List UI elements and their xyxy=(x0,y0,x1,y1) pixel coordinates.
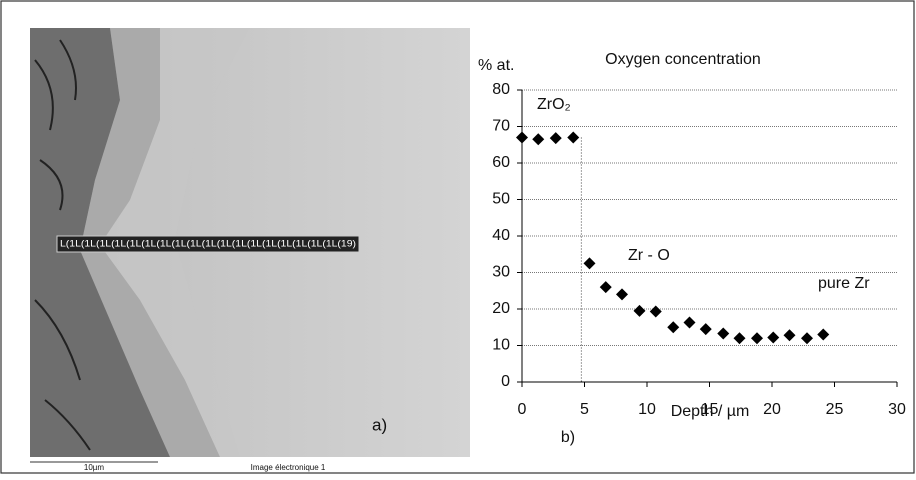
marker xyxy=(667,321,680,334)
y-tick-label: 0 xyxy=(501,373,510,390)
marker xyxy=(783,329,796,342)
micrograph: L(1L(1L(1L(1L(1L(1L(1L(1L(1L(1L(1L(1L(1L… xyxy=(30,28,470,472)
marker xyxy=(516,131,528,144)
y-tick-label: 60 xyxy=(492,154,510,171)
y-tick-label: 80 xyxy=(492,81,510,98)
scan-line xyxy=(56,235,360,253)
y-tick-label: 30 xyxy=(492,264,510,281)
x-tick-label: 15 xyxy=(701,401,719,418)
caption: Image électronique 1 xyxy=(251,463,326,472)
panel-label: b) xyxy=(561,429,575,446)
x-tick-label: 30 xyxy=(888,401,906,418)
scale-bar-label: 10µm xyxy=(84,463,105,472)
marker xyxy=(717,327,730,340)
marker xyxy=(633,304,646,317)
marker xyxy=(599,281,612,294)
x-tick-label: 5 xyxy=(580,401,589,418)
x-axis-label: Depth / µm xyxy=(671,403,750,420)
marker xyxy=(549,132,562,145)
y-tick-label: 50 xyxy=(492,191,510,208)
x-tick-label: 20 xyxy=(763,401,781,418)
marker xyxy=(699,323,712,336)
marker xyxy=(733,332,746,345)
y-tick-label: 70 xyxy=(492,118,510,135)
y-tick-label: 20 xyxy=(492,300,510,317)
marker xyxy=(567,131,580,144)
oxide-layer xyxy=(80,28,220,457)
y-tick-label: 10 xyxy=(492,337,510,354)
chart-title: Oxygen concentration xyxy=(605,51,761,68)
marker xyxy=(649,305,662,318)
marker xyxy=(616,288,628,301)
y-axis-label: % at. xyxy=(478,57,514,74)
marker xyxy=(751,332,763,345)
annotation: pure Zr xyxy=(818,275,870,292)
marker xyxy=(801,332,813,345)
cracks xyxy=(34,39,91,451)
dark-region xyxy=(30,28,170,457)
annotation: Zr - O xyxy=(628,247,670,264)
annotation: ZrO₂ xyxy=(537,96,571,113)
y-tick-label: 40 xyxy=(492,227,510,244)
x-tick-label: 0 xyxy=(518,401,527,418)
panel-label: a) xyxy=(372,415,387,434)
marker xyxy=(532,133,545,146)
marker xyxy=(683,316,696,329)
x-tick-label: 25 xyxy=(826,401,844,418)
scan-line-label: L(1L(1L(1L(1L(1L(1L(1L(1L(1L(1L(1L(1L(1L… xyxy=(60,239,356,250)
marker xyxy=(767,331,780,344)
x-tick-label: 10 xyxy=(638,401,656,418)
marker xyxy=(817,328,830,341)
marker xyxy=(583,257,596,270)
